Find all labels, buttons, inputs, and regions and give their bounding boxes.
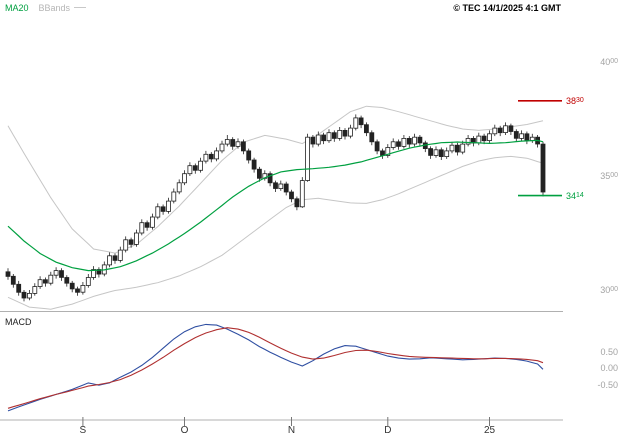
bbands-line-swatch: [74, 7, 87, 8]
price-axis-label: 3500: [600, 171, 618, 181]
ma20-legend-label: MA20: [5, 3, 29, 13]
legend: MA20 BBands: [5, 3, 87, 14]
copyright-text: © TEC 14/1/2025 4:1 GMT: [453, 3, 561, 13]
support-level-label: 3414: [566, 190, 584, 201]
macd-signal-line: [7, 327, 544, 409]
month-label-25: 25: [483, 425, 496, 436]
candlesticks: [5, 114, 546, 302]
macd-axis-label: 0.00: [600, 363, 618, 373]
bollinger-lower-band: [7, 155, 544, 310]
ma20-line: [7, 139, 544, 272]
month-label-N: N: [287, 425, 296, 436]
month-label-S: S: [79, 425, 87, 436]
bbands-legend-label: BBands: [38, 3, 71, 13]
price-axis-label: 4000: [600, 57, 618, 67]
macd-panel-title: MACD: [5, 317, 32, 327]
macd-line: [7, 323, 544, 412]
price-axis-label: 3000: [600, 285, 618, 295]
macd-axis-label: -0.50: [597, 379, 618, 390]
bollinger-upper-band: [7, 105, 544, 254]
month-label-D: D: [384, 425, 392, 436]
month-label-O: O: [180, 425, 189, 436]
resistance-level-label: 3830: [566, 95, 584, 106]
macd-axis-label: 0.50: [600, 346, 618, 357]
